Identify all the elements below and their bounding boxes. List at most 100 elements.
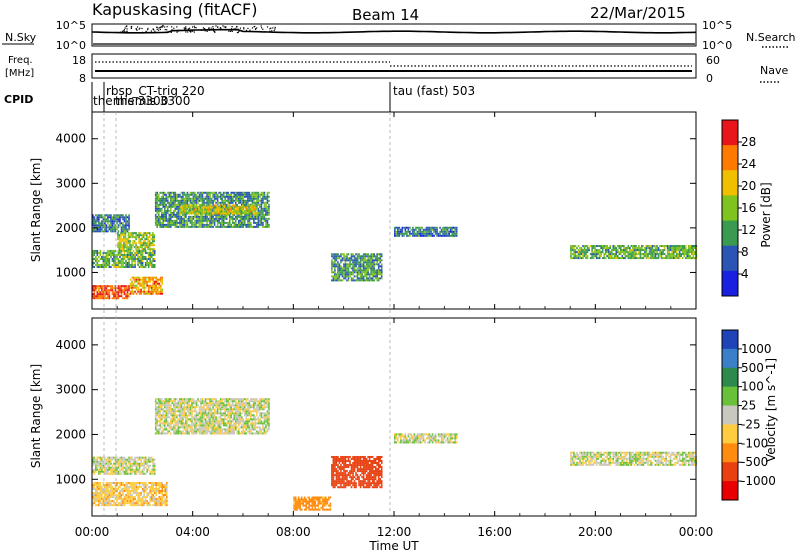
heatmap-region-3 bbox=[331, 455, 383, 489]
cpid-guide-lines bbox=[103, 112, 391, 516]
freq-tick-right-bottom: 0 bbox=[706, 72, 713, 85]
heatmap-region-1 bbox=[92, 456, 156, 475]
velocity-cbar-label: Velocity [m s^-1] bbox=[764, 358, 778, 462]
cpid-label: CPID bbox=[4, 93, 33, 106]
y-tick-label: 1000 bbox=[55, 265, 86, 279]
x-tick-label: 00:00 bbox=[75, 525, 110, 539]
beam-title: Beam 14 bbox=[352, 6, 419, 24]
power-cbar-label: Power [dB] bbox=[759, 182, 773, 247]
x-tick-label: 08:00 bbox=[276, 525, 311, 539]
y-tick-label: 4000 bbox=[55, 338, 86, 352]
velocity-colorbar: 1000 500 100 25 -25 -100 -500 -1000 bbox=[721, 329, 776, 501]
velocity-cbar-swatch bbox=[722, 443, 738, 463]
heatmap-region-7 bbox=[331, 253, 383, 282]
heatmap-region-6 bbox=[570, 451, 698, 466]
power-cbar-swatch bbox=[722, 270, 738, 297]
y-tick-label: 3000 bbox=[55, 383, 86, 397]
heatmap-region-1 bbox=[129, 276, 164, 295]
velocity-cbar-tick: -1000 bbox=[741, 474, 776, 488]
date-title: 22/Mar/2015 bbox=[590, 4, 686, 22]
power-cbar-tick: 4 bbox=[741, 267, 749, 281]
nave-label: Nave bbox=[760, 64, 788, 77]
freq-label-2: [MHz] bbox=[5, 68, 34, 79]
heatmap-region-9 bbox=[570, 245, 698, 260]
velocity-cbar-swatch bbox=[722, 348, 738, 369]
velocity-cbar-swatch bbox=[722, 367, 738, 388]
x-tick-label: 20:00 bbox=[578, 525, 613, 539]
nsearch-label: N.Search bbox=[746, 31, 796, 44]
y-tick-label: 4000 bbox=[55, 132, 86, 146]
y-tick-label: 2000 bbox=[55, 221, 86, 235]
nsky-tick-right-top: 10^5 bbox=[702, 19, 732, 32]
y-tick-label: 2000 bbox=[55, 427, 86, 441]
cpid-mode-tau: tau (fast) 503 bbox=[393, 84, 475, 98]
freq-tick-right-top: 60 bbox=[706, 54, 720, 67]
velocity-y-axis: 1000 2000 3000 4000 bbox=[55, 338, 696, 486]
power-cbar-swatch bbox=[722, 195, 738, 222]
nsky-tick-left-top: 10^5 bbox=[56, 19, 86, 32]
power-cbar-swatch bbox=[722, 120, 738, 146]
velocity-cbar-swatch bbox=[722, 405, 738, 425]
velocity-cbar-swatch bbox=[722, 424, 738, 444]
nsky-label: N.Sky bbox=[5, 31, 37, 44]
freq-panel bbox=[91, 53, 697, 79]
velocity-cbar-tick: 1000 bbox=[741, 342, 772, 356]
cpid-mode-themis-b: themis 3300 bbox=[115, 94, 190, 108]
velocity-cbar-tick: 25 bbox=[741, 399, 756, 413]
heatmap-region-5 bbox=[394, 433, 458, 444]
heatmap-region-0 bbox=[92, 285, 130, 300]
power-cbar-tick: 12 bbox=[741, 223, 756, 237]
station-title: Kapuskasing (fitACF) bbox=[92, 0, 257, 19]
power-heatmap bbox=[92, 191, 698, 300]
power-cbar-swatch bbox=[722, 145, 738, 171]
x-tick-label: 04:00 bbox=[175, 525, 210, 539]
velocity-cbar-swatch bbox=[722, 462, 738, 482]
velocity-cbar-swatch bbox=[722, 330, 738, 350]
x-tick-label: 00:00 bbox=[679, 525, 714, 539]
heatmap-region-4 bbox=[154, 191, 270, 228]
velocity-cbar-tick: -500 bbox=[741, 455, 768, 469]
power-cbar-swatch bbox=[722, 245, 738, 272]
heatmap-region-2 bbox=[154, 398, 270, 435]
freq-tick-left-top: 18 bbox=[72, 54, 86, 67]
velocity-cbar-tick: -100 bbox=[741, 436, 768, 450]
nsky-tick-left-bottom: 10^0 bbox=[56, 39, 86, 52]
heatmap-region-8 bbox=[394, 226, 458, 237]
velocity-cbar-swatch bbox=[722, 386, 738, 407]
x-tick-label: 16:00 bbox=[477, 525, 512, 539]
power-cbar-swatch bbox=[722, 220, 738, 247]
x-tick-label: 12:00 bbox=[377, 525, 412, 539]
nsearch-dots bbox=[93, 25, 695, 45]
velocity-cbar-tick: 500 bbox=[741, 361, 764, 375]
velocity-heatmap bbox=[92, 398, 698, 511]
power-cbar-tick: 28 bbox=[741, 135, 756, 149]
velocity-cbar-tick: 100 bbox=[741, 380, 764, 394]
time-axis: 00:00 04:00 08:00 12:00 16:00 20:00 00:00 bbox=[75, 112, 714, 539]
velocity-ylabel: Slant Range [km] bbox=[29, 364, 43, 468]
nsky-trace bbox=[91, 28, 697, 34]
heatmap-region-0 bbox=[92, 481, 168, 507]
y-tick-label: 1000 bbox=[55, 472, 86, 486]
power-cbar-tick: 20 bbox=[741, 179, 756, 193]
nsky-tick-right-bottom: 10^0 bbox=[702, 39, 732, 52]
velocity-cbar-tick: -25 bbox=[741, 417, 761, 431]
x-axis-label: Time UT bbox=[368, 539, 419, 553]
heatmap-region-2 bbox=[92, 249, 156, 268]
freq-tick-left-bottom: 8 bbox=[79, 72, 86, 85]
heatmap-region-6 bbox=[92, 214, 130, 233]
heatmap-region-3 bbox=[117, 232, 156, 251]
power-cbar-tick: 16 bbox=[741, 201, 756, 215]
y-tick-label: 3000 bbox=[55, 176, 86, 190]
velocity-cbar-swatch bbox=[722, 481, 738, 501]
heatmap-region-5 bbox=[180, 204, 258, 215]
power-cbar-tick: 8 bbox=[741, 245, 749, 259]
cpid-mode-rbsp: rbsp_CT-trig 220 bbox=[106, 84, 205, 98]
power-cbar-tick: 24 bbox=[741, 157, 756, 171]
freq-label-1: Freq. bbox=[8, 55, 33, 66]
power-ylabel: Slant Range [km] bbox=[29, 158, 43, 262]
power-y-axis: 1000 2000 3000 4000 bbox=[55, 132, 696, 279]
cpid-mode-themis-a: themis 3300 bbox=[93, 94, 168, 108]
heatmap-region-4 bbox=[293, 496, 332, 511]
nsky-panel bbox=[91, 23, 697, 47]
